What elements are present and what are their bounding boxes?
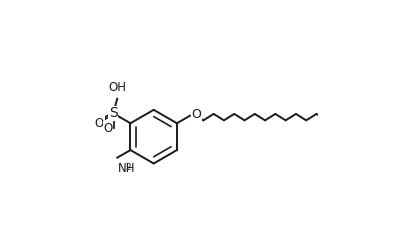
Text: O: O xyxy=(95,117,104,130)
Text: O: O xyxy=(191,108,201,121)
Text: OH: OH xyxy=(108,81,126,94)
Text: 2: 2 xyxy=(125,163,131,172)
Text: S: S xyxy=(109,106,118,120)
Text: O: O xyxy=(104,122,113,135)
Text: NH: NH xyxy=(118,162,136,175)
